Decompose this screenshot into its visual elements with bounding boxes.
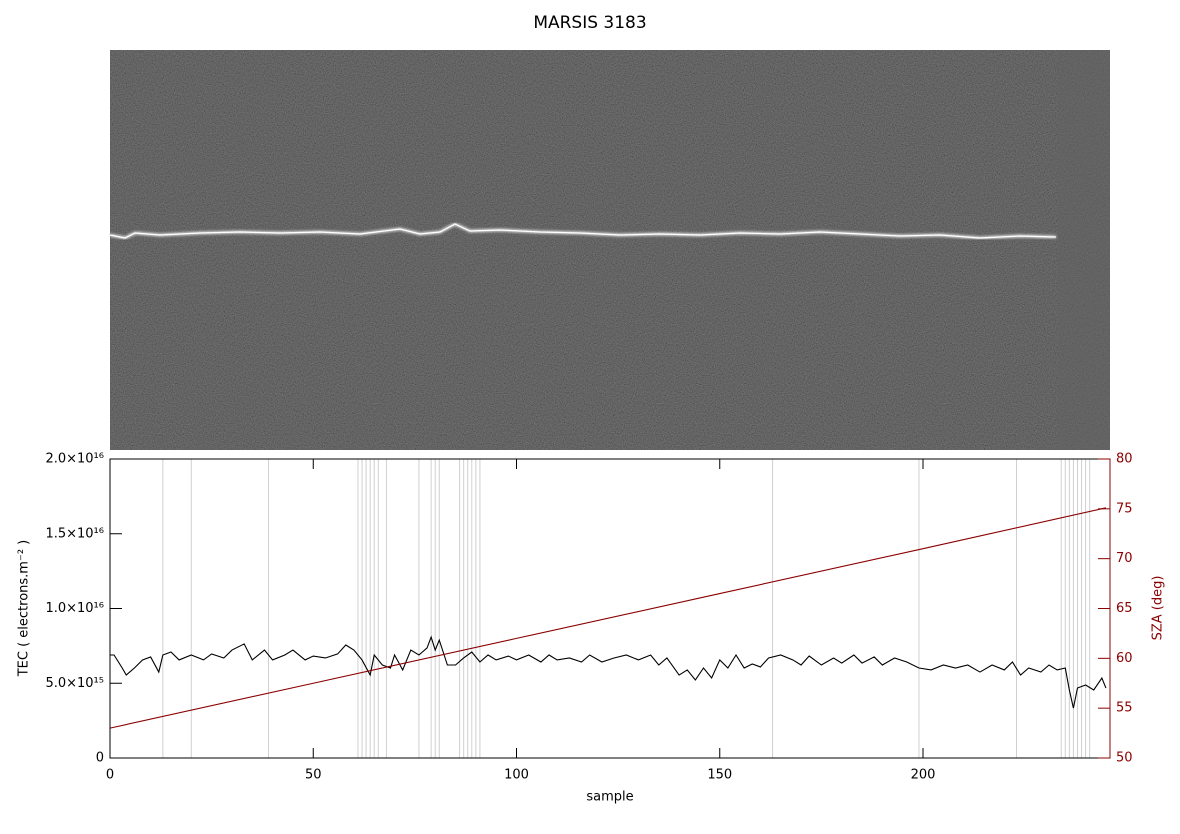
radargram xyxy=(109,50,1110,450)
y2-tick-label: 55 xyxy=(1116,701,1133,716)
y2-tick-label: 80 xyxy=(1116,452,1133,467)
y2-tick-label: 75 xyxy=(1116,501,1133,516)
y-tick-label: 1.5×10¹⁶ xyxy=(45,526,104,541)
x-tick-label: 150 xyxy=(707,768,732,783)
data-line xyxy=(109,507,1107,729)
x-axis-label: sample xyxy=(586,790,633,805)
y-axis-label: TEC ( electrons.m⁻² ) xyxy=(17,540,32,678)
plot-frame xyxy=(109,458,1111,759)
x-tick-label: 200 xyxy=(911,768,936,783)
y2-axis-label: SZA (deg) xyxy=(1151,576,1166,641)
y-tick-label: 5.0×10¹⁵ xyxy=(45,676,104,691)
x-tick-label: 0 xyxy=(106,768,114,783)
data-line xyxy=(110,635,1107,709)
y-tick-label: 1.0×10¹⁶ xyxy=(45,601,104,616)
x-tick-label: 100 xyxy=(504,768,529,783)
y2-tick-label: 60 xyxy=(1116,651,1133,666)
y2-tick-label: 50 xyxy=(1116,751,1133,766)
chart-title: MARSIS 3183 xyxy=(533,13,646,33)
y2-tick-label: 65 xyxy=(1116,601,1133,616)
y-tick-label: 2.0×10¹⁶ xyxy=(45,452,104,467)
y-tick-label: 0 xyxy=(96,751,104,766)
y2-tick-label: 70 xyxy=(1116,551,1133,566)
x-tick-label: 50 xyxy=(305,768,322,783)
